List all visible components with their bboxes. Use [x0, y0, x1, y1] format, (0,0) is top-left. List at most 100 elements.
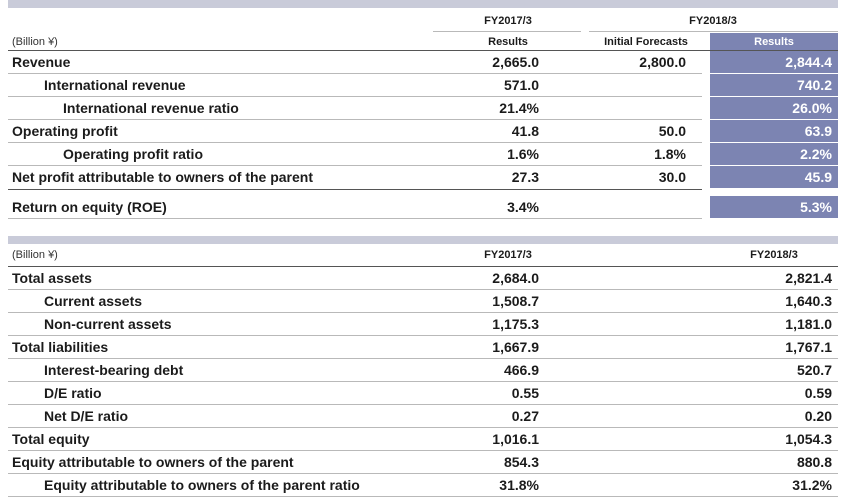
row-label: International revenue ratio: [63, 100, 239, 116]
value-prev: 41.8: [511, 123, 539, 139]
value-prev: 0.55: [511, 385, 539, 401]
table-row: International revenue ratio 21.4% 26.0%: [8, 97, 838, 119]
row-divider: [8, 450, 838, 451]
col-results-prev: Results: [488, 35, 528, 48]
period-prev-label: FY2017/3: [484, 249, 532, 261]
row-label: D/E ratio: [44, 385, 102, 401]
table-row: Total assets 2,684.0 2,821.4: [8, 267, 838, 289]
table-row: Non-current assets 1,175.3 1,181.0: [8, 313, 838, 335]
value-curr: 1,640.3: [785, 293, 832, 309]
table1-column-header: (Billion ¥) Results Initial Forecasts Re…: [8, 33, 838, 50]
row-divider: [8, 289, 838, 290]
row-label: Operating profit: [12, 123, 118, 139]
row-label: Operating profit ratio: [63, 146, 203, 162]
value-prev: 2,684.0: [492, 270, 539, 286]
value-curr: 0.20: [804, 408, 832, 424]
unit-label: (Billion ¥): [12, 249, 58, 261]
value-prev: 0.27: [511, 408, 539, 424]
table-row: Equity attributable to owners of the par…: [8, 451, 838, 473]
value-curr: 63.9: [710, 120, 838, 142]
table-row: Net profit attributable to owners of the…: [8, 166, 838, 188]
value-prev: 27.3: [511, 169, 539, 185]
table-row: Operating profit 41.8 50.0 63.9: [8, 120, 838, 142]
value-curr: 2.2%: [710, 143, 838, 165]
value-prev: 854.3: [503, 454, 539, 470]
table2-top-bar: [8, 236, 838, 244]
value-forecast: [589, 74, 686, 96]
row-divider: [8, 427, 838, 428]
row-label: Return on equity (ROE): [12, 199, 167, 215]
table-row: Operating profit ratio 1.6% 1.8% 2.2%: [8, 143, 838, 165]
value-curr: 31.2%: [792, 477, 832, 493]
value-forecast: 1.8%: [654, 146, 686, 162]
value-curr: 0.59: [804, 385, 832, 401]
table-row: Revenue 2,665.0 2,800.0 2,844.4: [8, 51, 838, 73]
row-label: Interest-bearing debt: [44, 362, 184, 378]
unit-label: (Billion ¥): [12, 35, 58, 48]
header-divider-prev: [433, 31, 581, 32]
row-label: International revenue: [44, 77, 186, 93]
value-forecast: [589, 196, 686, 218]
header-bottom-rule: [8, 50, 838, 51]
col-results-curr: Results: [710, 33, 838, 50]
value-curr: 45.9: [710, 166, 838, 188]
value-curr: 1,054.3: [785, 431, 832, 447]
row-divider: [8, 96, 702, 97]
row-divider: [8, 404, 838, 405]
period-curr-label: FY2018/3: [750, 249, 798, 261]
value-prev: 1,175.3: [492, 316, 539, 332]
row-divider: [8, 142, 702, 143]
row-label: Total liabilities: [12, 339, 109, 355]
header-divider-curr: [589, 31, 838, 32]
row-divider: [8, 496, 838, 497]
row-label: Current assets: [44, 293, 143, 309]
value-prev: 571.0: [503, 77, 539, 93]
row-divider: [8, 218, 702, 219]
row-label: Equity attributable to owners of the par…: [12, 454, 294, 470]
row-label: Equity attributable to owners of the par…: [44, 477, 360, 493]
value-curr: 520.7: [796, 362, 832, 378]
table-row: Equity attributable to owners of the par…: [8, 474, 838, 496]
row-label: Total assets: [12, 270, 92, 286]
period-curr-label: FY2018/3: [689, 15, 737, 27]
row-label: Non-current assets: [44, 316, 172, 332]
row-divider: [8, 335, 838, 336]
value-prev: 31.8%: [499, 477, 539, 493]
row-divider: [8, 381, 838, 382]
value-prev: 466.9: [503, 362, 539, 378]
value-forecast: 30.0: [658, 169, 686, 185]
value-prev: 3.4%: [507, 199, 539, 215]
header-bottom-rule: [8, 266, 838, 267]
row-label: Net D/E ratio: [44, 408, 129, 424]
value-forecast: [589, 97, 686, 119]
value-curr: 2,844.4: [710, 51, 838, 73]
table-row: International revenue 571.0 740.2: [8, 74, 838, 96]
value-curr: 880.8: [796, 454, 832, 470]
value-curr: 26.0%: [710, 97, 838, 119]
row-label: Net profit attributable to owners of the…: [12, 169, 314, 185]
table1-period-header: FY2017/3 FY2018/3: [8, 12, 838, 30]
col-initial-forecasts: Initial Forecasts: [604, 35, 688, 48]
value-prev: 1,016.1: [492, 431, 539, 447]
table-row: Total equity 1,016.1 1,054.3: [8, 428, 838, 450]
row-divider: [8, 312, 838, 313]
row-divider: [8, 189, 702, 190]
period-prev-label: FY2017/3: [484, 15, 532, 27]
row-divider: [8, 165, 702, 166]
value-curr: 1,181.0: [785, 316, 832, 332]
row-divider: [8, 119, 702, 120]
table1-top-bar: [8, 0, 838, 8]
value-prev: 21.4%: [499, 100, 539, 116]
row-label: Total equity: [12, 431, 90, 447]
row-divider: [8, 473, 838, 474]
value-curr: 2,821.4: [785, 270, 832, 286]
table-row: Net D/E ratio 0.27 0.20: [8, 405, 838, 427]
table-row: D/E ratio 0.55 0.59: [8, 382, 838, 404]
row-divider: [8, 73, 702, 74]
row-divider: [8, 358, 838, 359]
table-row: Current assets 1,508.7 1,640.3: [8, 290, 838, 312]
table-row: Total liabilities 1,667.9 1,767.1: [8, 336, 838, 358]
value-prev: 1.6%: [507, 146, 539, 162]
value-forecast: 2,800.0: [639, 54, 686, 70]
row-label: Revenue: [12, 54, 71, 70]
